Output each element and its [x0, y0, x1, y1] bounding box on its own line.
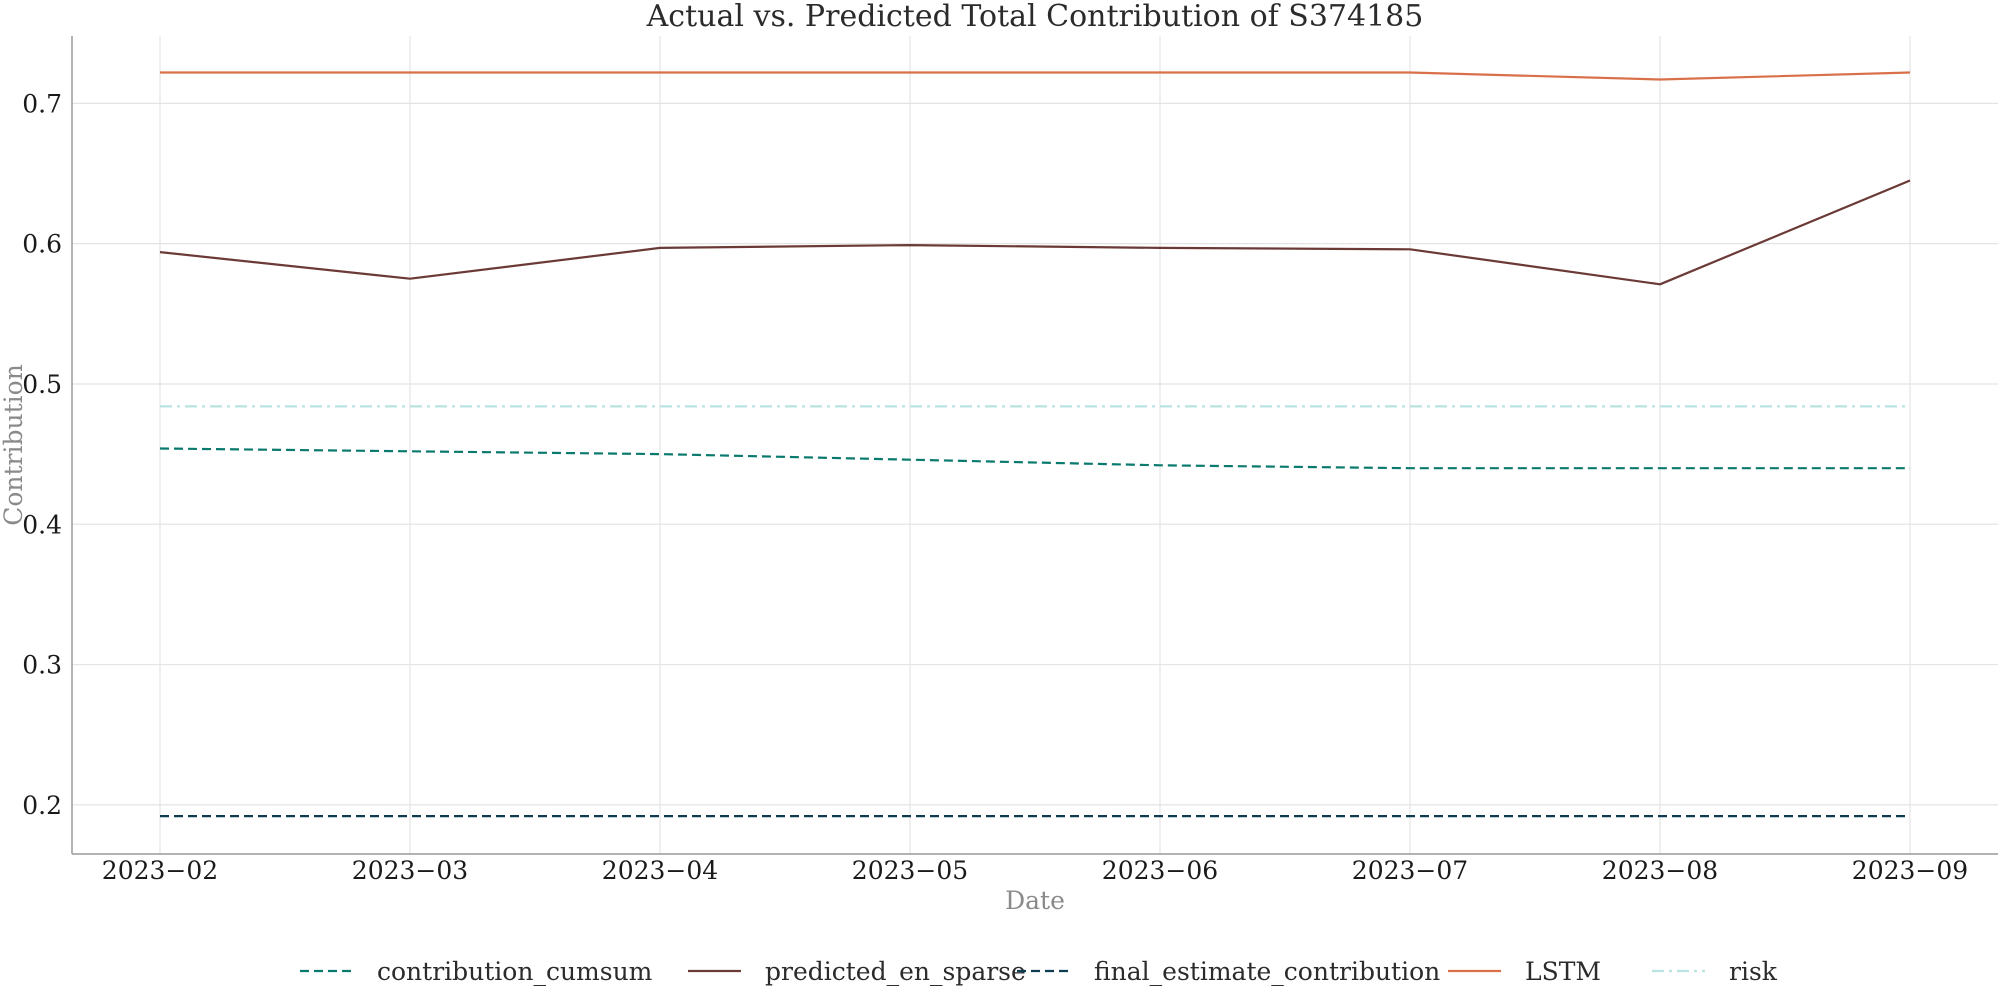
y-axis-title: Contribution	[0, 364, 28, 526]
series-line-predicted-en-sparse	[159, 179, 1911, 286]
legend-label: risk	[1729, 957, 1778, 986]
x-tick-label: 2023−07	[1352, 856, 1468, 885]
y-tick-label: 0.2	[22, 791, 62, 820]
x-tick-label: 2023−03	[352, 856, 468, 885]
x-axis-title: Date	[1005, 886, 1065, 915]
x-tick-label: 2023−02	[102, 856, 218, 885]
legend: contribution_cumsum predicted_en_sparse fi…	[300, 957, 1778, 986]
y-tick-label: 0.7	[22, 89, 62, 118]
legend-label: final_estimate_contribution	[1094, 957, 1440, 986]
x-tick-label: 2023−04	[602, 856, 718, 885]
y-tick-label: 0.6	[22, 230, 62, 259]
series-lines	[159, 71, 1911, 818]
series-line-lstm	[160, 71, 1911, 81]
y-tick-label: 0.3	[22, 651, 62, 680]
legend-label: LSTM	[1525, 957, 1601, 986]
series-line-contribution-cumsum	[159, 447, 1910, 470]
legend-label: contribution_cumsum	[377, 957, 653, 986]
legend-label: predicted_en_sparse	[765, 957, 1026, 986]
axes	[71, 36, 1998, 855]
y-tick-labels: 0.2 0.3 0.4 0.5 0.6 0.7	[22, 89, 62, 820]
y-tick-label: 0.4	[22, 510, 62, 539]
x-tick-label: 2023−08	[1602, 856, 1718, 885]
gridlines	[72, 36, 1998, 854]
chart-title: Actual vs. Predicted Total Contribution …	[646, 0, 1424, 34]
x-tick-label: 2023−05	[852, 856, 968, 885]
x-tick-labels: 2023−02 2023−03 2023−04 2023−05 2023−06 2023−…	[102, 856, 1968, 885]
x-tick-label: 2023−06	[1102, 856, 1218, 885]
x-tick-label: 2023−09	[1852, 856, 1968, 885]
y-tick-label: 0.5	[22, 370, 62, 399]
